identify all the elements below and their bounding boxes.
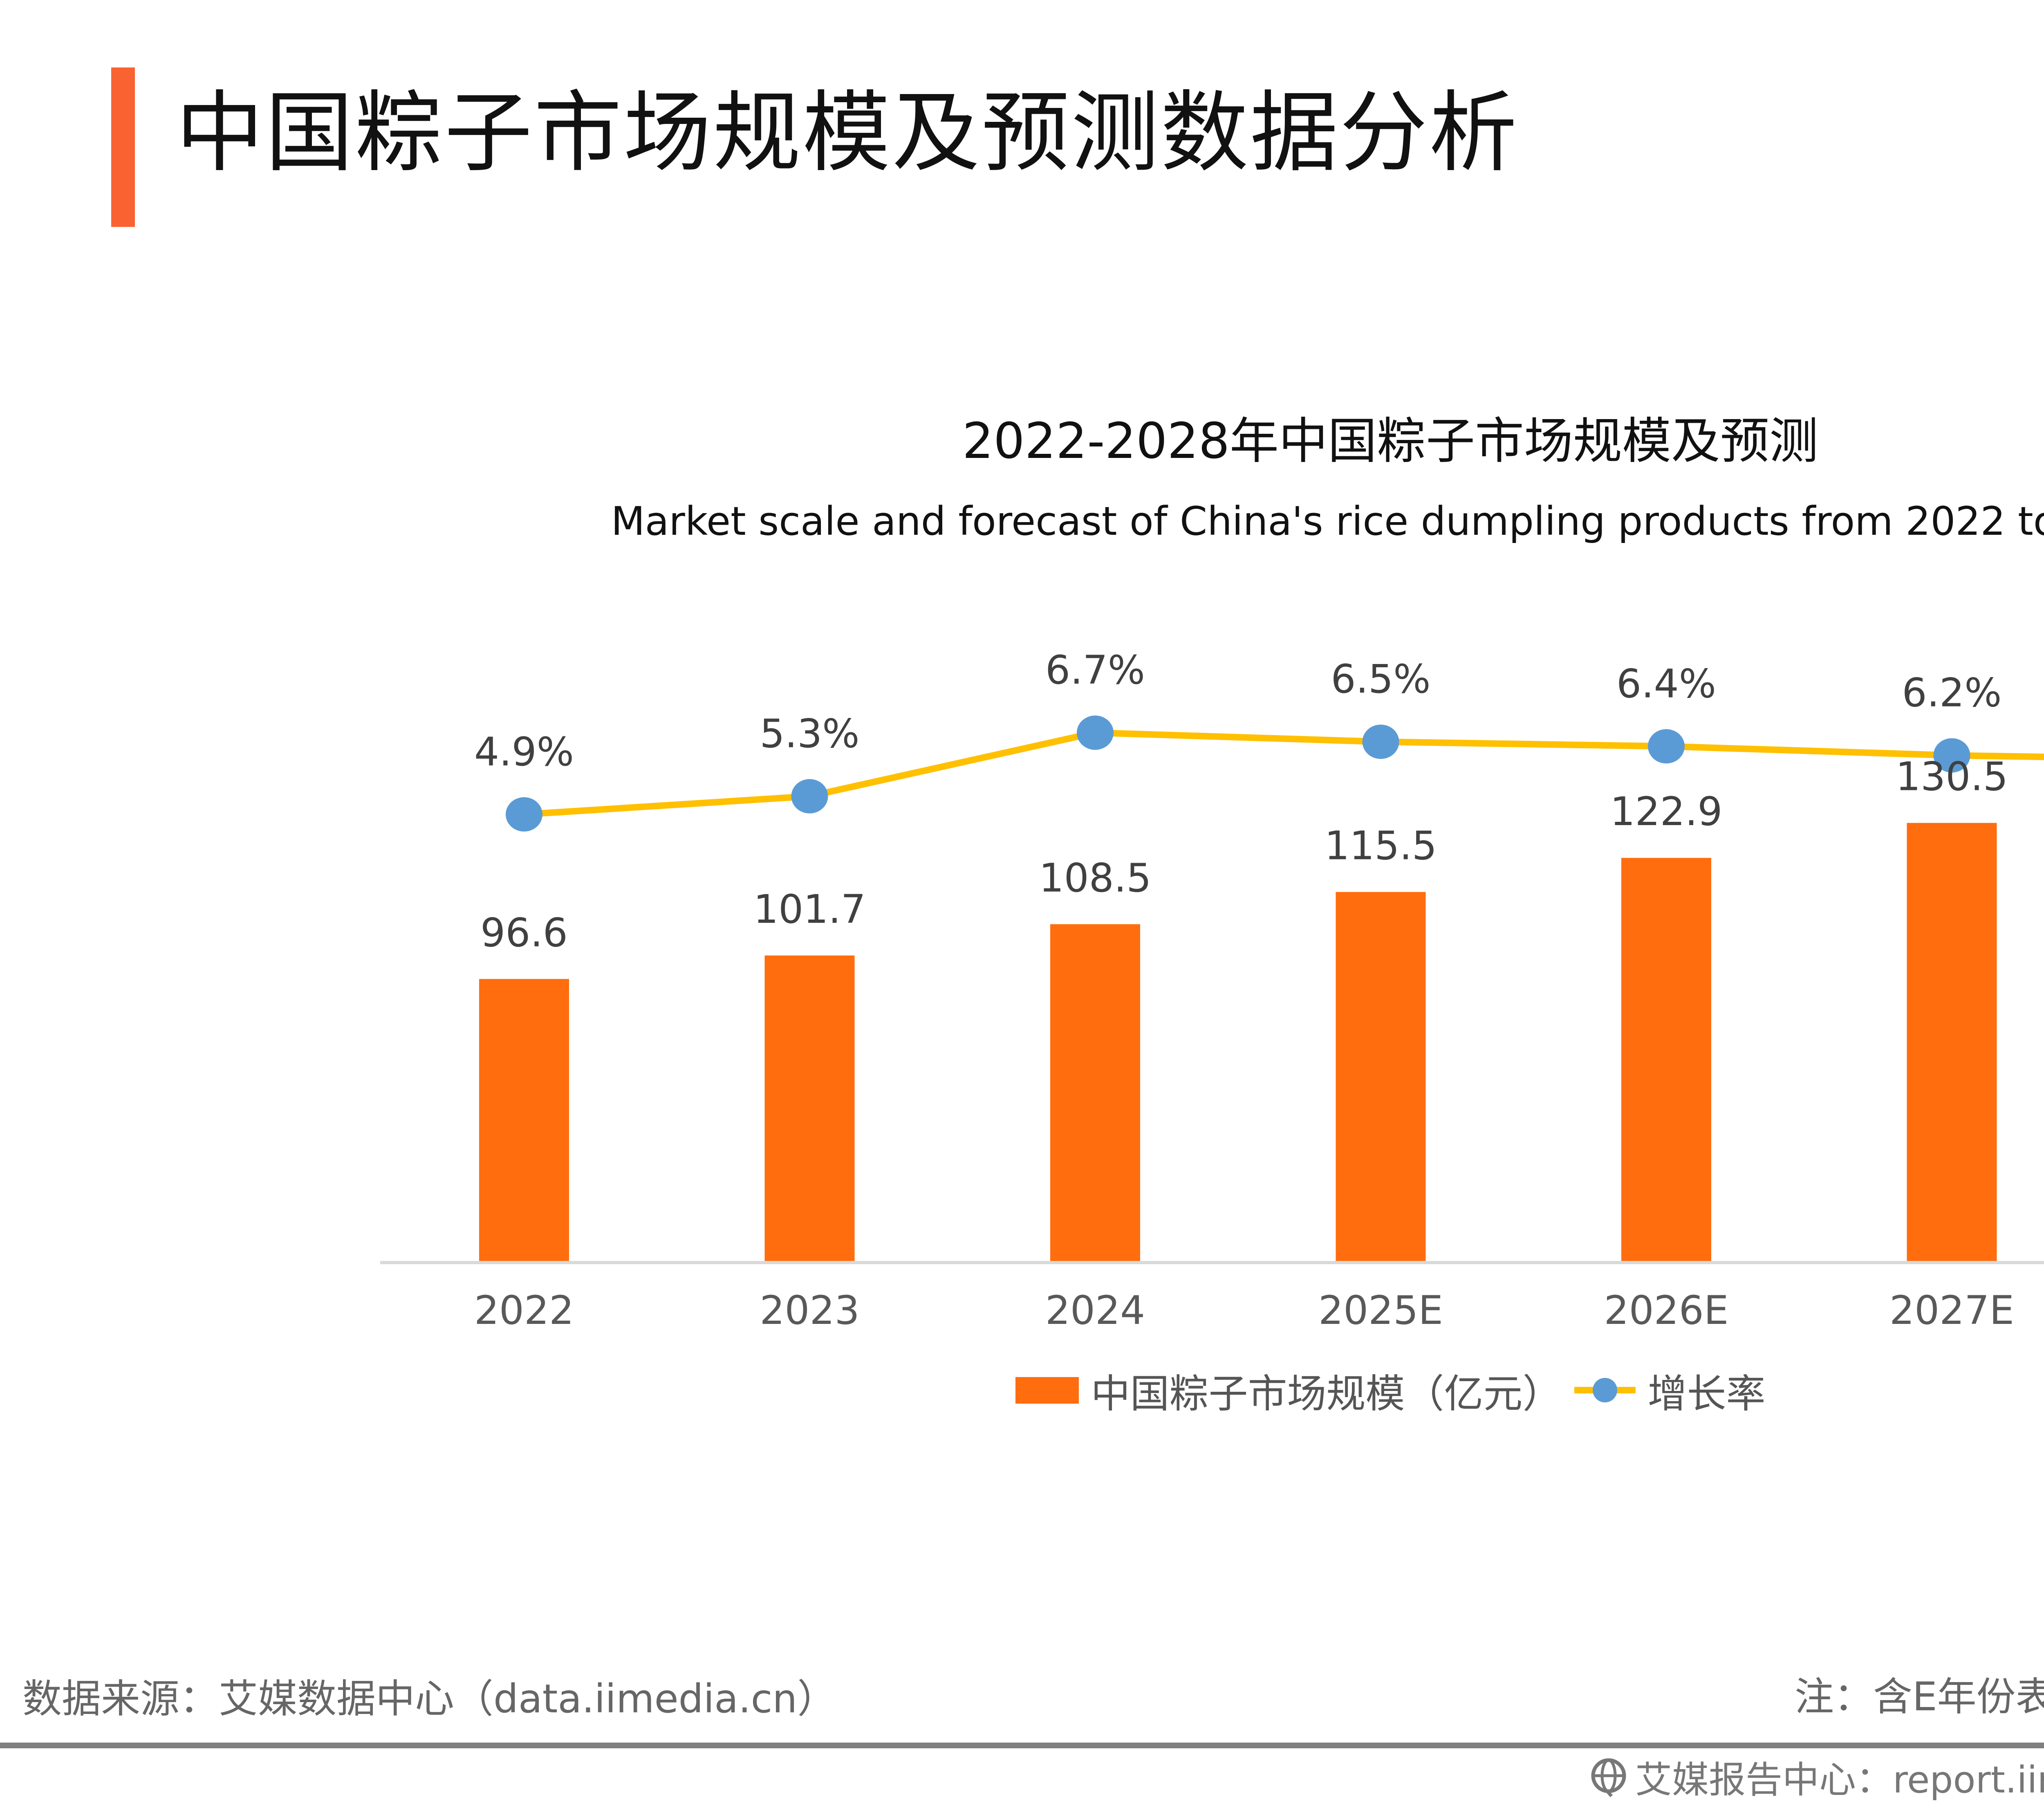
growth-value-label-2026E: 6.4% <box>1616 661 1716 707</box>
legend-label-growth-rate: 增长率 <box>1647 1371 1766 1417</box>
x-tick-label-2023: 2023 <box>760 1288 859 1333</box>
legend: 中国粽子市场规模（亿元） 增长率 <box>0 1364 2044 1417</box>
line-layer <box>506 716 2044 832</box>
bar-2024 <box>1050 924 1140 1263</box>
growth-marker-2025E <box>1362 725 1399 759</box>
growth-value-label-2025E: 6.5% <box>1331 656 1431 702</box>
bars-layer <box>479 823 1997 1263</box>
footer-divider <box>0 1743 2044 1748</box>
growth-rate-line <box>524 729 2044 818</box>
x-tick-label-2026E: 2026E <box>1604 1288 1729 1333</box>
bar-value-label-2027E: 130.5 <box>1896 754 2008 800</box>
bar-value-label-2023: 101.7 <box>753 886 866 932</box>
chart-subtitle: Market scale and forecast of China's ric… <box>611 498 2044 544</box>
bar-value-label-2022: 96.6 <box>480 910 568 956</box>
x-tick-label-2025E: 2025E <box>1318 1288 1443 1333</box>
growth-marker-2027E <box>1933 738 1970 773</box>
growth-value-label-2024: 6.7% <box>1045 647 1145 693</box>
growth-value-label-2022: 4.9% <box>474 729 574 775</box>
footer-bar: 艾媒报告中心：report.iimedia.cn ©2024 iiMedia R… <box>1590 1750 2044 1803</box>
labels-layer: 96.6 2022 101.7 2023 108.5 2024 115.5 2025E 122.… <box>474 647 2014 1333</box>
x-tick-label-2022: 2022 <box>474 1288 574 1333</box>
legend-item-market-size[interactable]: 中国粽子市场规模（亿元） <box>1015 1362 1562 1419</box>
page-title: 中国粽子市场规模及预测数据分析 <box>176 81 1519 184</box>
chart-title: 2022-2028年中国粽子市场规模及预测 <box>962 413 1819 470</box>
bar-2027E <box>1907 823 1997 1263</box>
bar-value-label-2026E: 122.9 <box>1610 789 1723 834</box>
legend-item-growth-rate[interactable]: 增长率 <box>1574 1362 1766 1419</box>
growth-marker-2023 <box>791 779 828 814</box>
legend-bar-swatch-icon <box>1015 1377 1079 1404</box>
title-accent-bar <box>111 67 135 227</box>
bar-value-label-2024: 108.5 <box>1039 855 1152 901</box>
bar-2023 <box>764 955 855 1263</box>
growth-value-label-2027E: 6.2% <box>1902 670 2002 716</box>
x-tick-label-2027E: 2027E <box>1889 1288 2014 1333</box>
growth-marker-2026E <box>1648 729 1685 764</box>
growth-value-label-2023: 5.3% <box>760 711 860 756</box>
legend-line-marker-icon <box>1574 1376 1636 1404</box>
data-source: 数据来源：艾媒数据中心（data.iimedia.cn） <box>22 1676 837 1722</box>
bar-value-label-2025E: 115.5 <box>1325 823 1437 869</box>
forecast-note: 注：含E年份表示预测值。 <box>1795 1674 2044 1720</box>
bar-2026E <box>1621 858 1711 1263</box>
x-tick-label-2024: 2024 <box>1045 1288 1145 1333</box>
legend-label-market-size: 中国粽子市场规模（亿元） <box>1091 1371 1562 1417</box>
report-center-link[interactable]: 艾媒报告中心：report.iimedia.cn <box>1635 1759 2044 1801</box>
growth-marker-2022 <box>506 797 542 832</box>
globe-icon <box>1591 1758 1626 1797</box>
bar-2022 <box>479 979 569 1263</box>
growth-marker-2024 <box>1077 716 1114 750</box>
bar-2025E <box>1336 892 1426 1263</box>
